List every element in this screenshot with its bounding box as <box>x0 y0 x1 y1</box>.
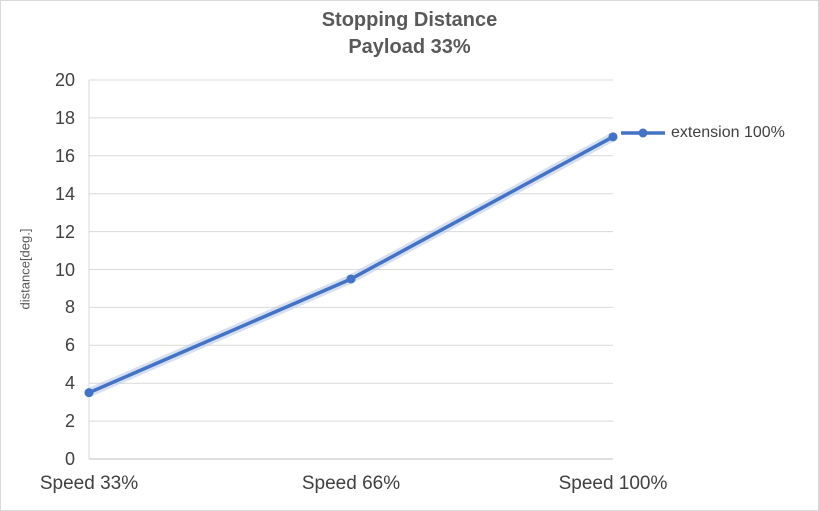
y-tick-label: 12 <box>54 221 75 242</box>
legend-line-sample-icon <box>621 128 665 138</box>
y-tick-label: 20 <box>54 70 75 90</box>
x-category-label: Speed 100% <box>558 473 668 494</box>
legend-marker <box>638 128 648 138</box>
y-tick-label: 10 <box>54 259 75 280</box>
y-tick-label: 18 <box>54 107 75 128</box>
y-axis-title: distance[deg.] <box>17 228 33 310</box>
y-tick-label: 16 <box>54 145 75 166</box>
data-point-marker <box>346 274 356 284</box>
data-point-marker <box>84 388 94 398</box>
legend-series-label: extension 100% <box>671 124 785 141</box>
series-line-glow <box>84 132 618 398</box>
y-tick-label: 14 <box>54 183 75 204</box>
y-tick-label: 0 <box>64 449 75 469</box>
x-category-label: Speed 33% <box>39 473 139 494</box>
legend: extension 100% <box>619 124 785 142</box>
data-point-marker <box>608 132 618 142</box>
y-tick-label: 2 <box>64 411 75 432</box>
y-tick-label: 6 <box>64 335 75 356</box>
y-tick-label: 8 <box>64 297 75 318</box>
x-category-label: Speed 66% <box>301 473 401 494</box>
y-tick-label: 4 <box>64 373 75 394</box>
